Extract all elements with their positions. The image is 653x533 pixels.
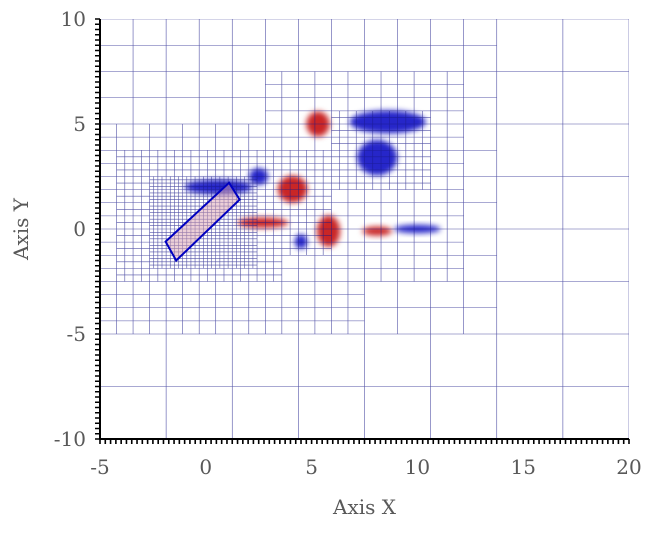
x-tick-label: 15 — [510, 455, 535, 479]
vortex-negative-0 — [357, 139, 398, 176]
plate-body — [164, 181, 241, 263]
plot-area — [100, 19, 629, 439]
axes — [95, 18, 630, 444]
vortex-negative-1 — [349, 110, 426, 134]
y-axis-label: Axis Y — [9, 197, 33, 261]
vortex-negative-4 — [294, 234, 308, 249]
amr-mesh — [100, 19, 629, 439]
x-tick-label: 10 — [405, 455, 430, 479]
x-tick-label: -5 — [90, 455, 109, 479]
y-tick-label: 0 — [73, 217, 86, 241]
vortex-positive-6 — [316, 215, 341, 247]
plate-shape — [164, 181, 241, 263]
minor-ticks — [95, 18, 630, 444]
mesh-cells — [100, 19, 629, 439]
y-tick-label: -5 — [67, 322, 86, 346]
y-tick-label: 10 — [61, 7, 86, 31]
vortex-positive-7 — [277, 175, 308, 203]
x-tick-label: 20 — [616, 455, 641, 479]
y-tick-label: -10 — [54, 427, 86, 451]
x-tick-label: 0 — [199, 455, 212, 479]
vortex-positive-9 — [362, 226, 393, 236]
y-tick-label: 5 — [73, 112, 86, 136]
x-tick-label: 5 — [305, 455, 318, 479]
x-axis-label: Axis X — [332, 495, 397, 519]
